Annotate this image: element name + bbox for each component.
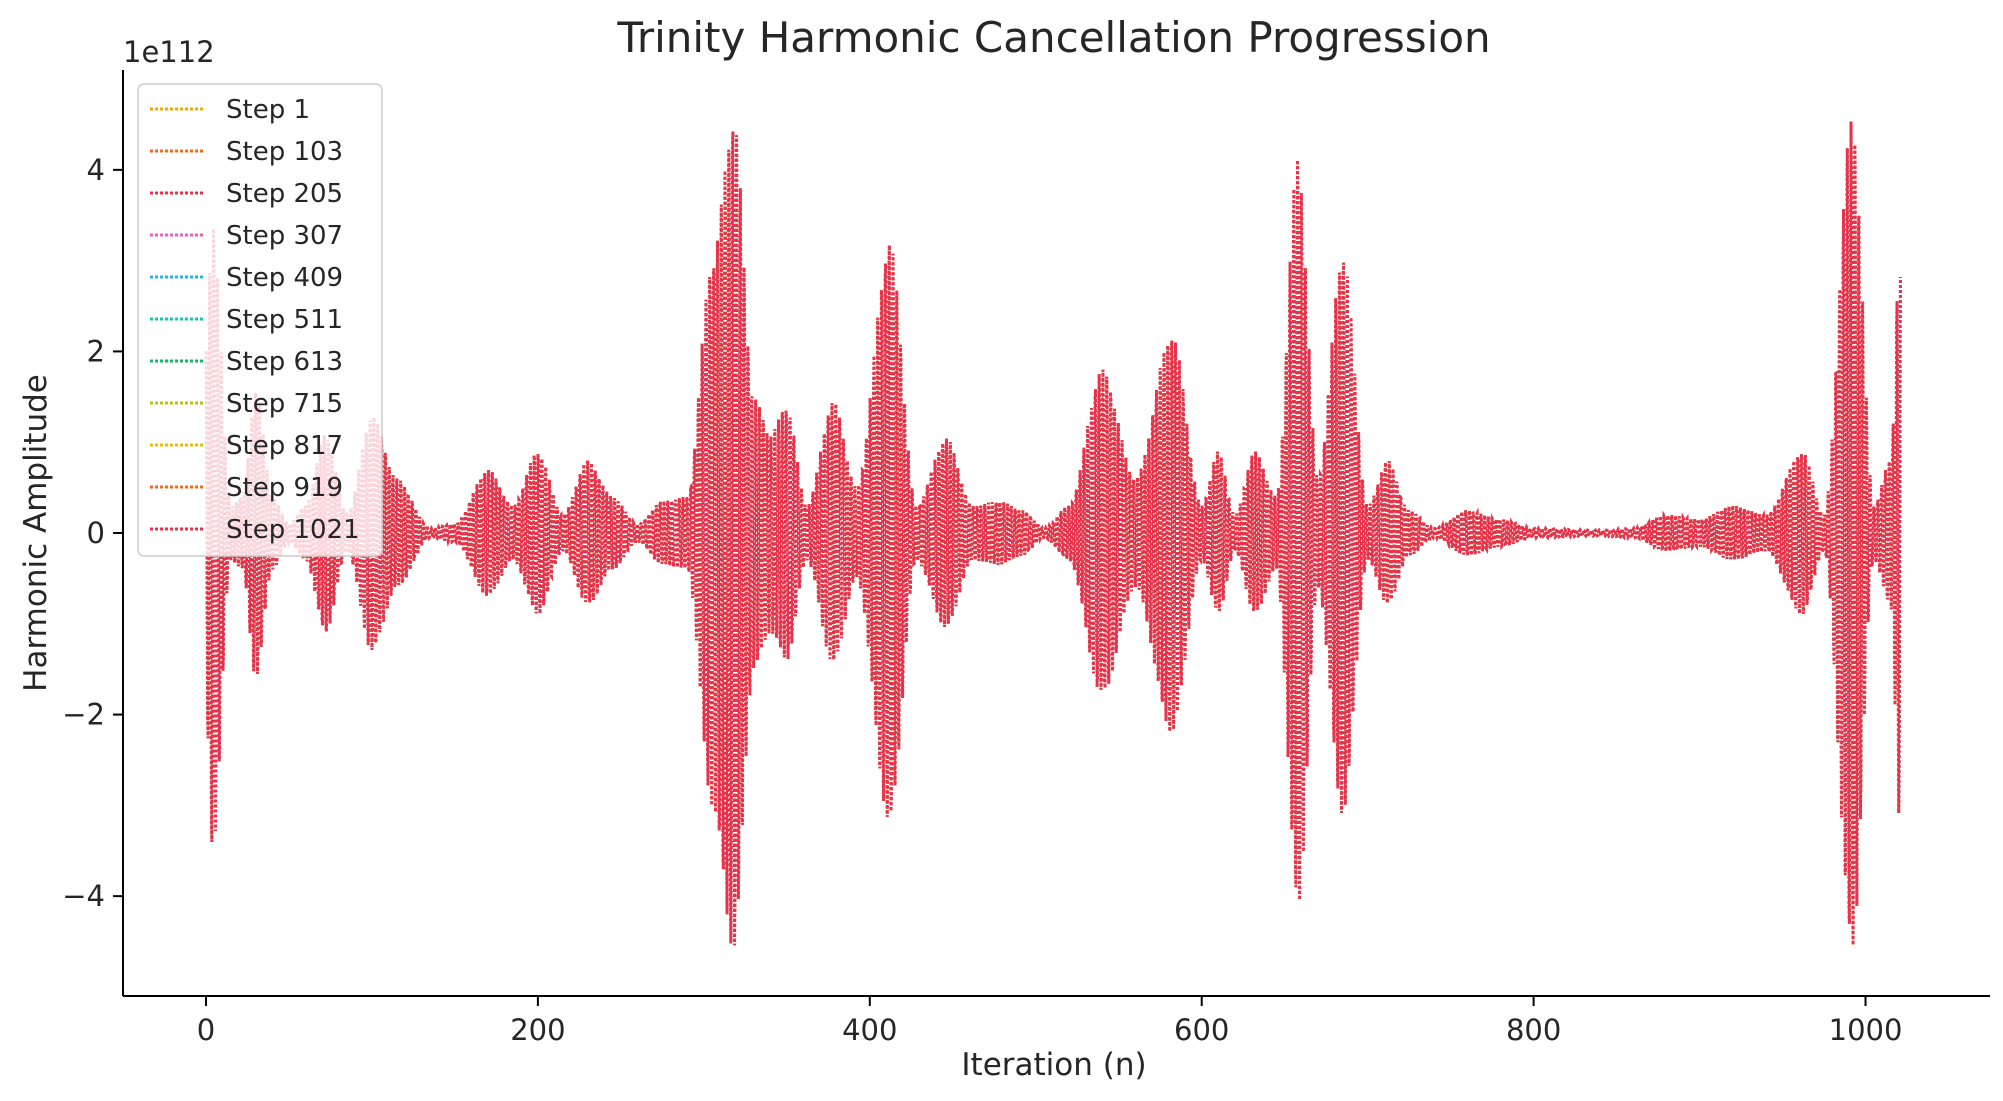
x-ticks: 0 200 400 600 800 1000 (197, 996, 1903, 1047)
legend-label: Step 1021 (226, 515, 360, 545)
y-tick-label: −2 (62, 698, 105, 732)
series-line-11 (204, 121, 1902, 946)
legend-label: Step 1 (226, 95, 310, 125)
legend-label: Step 103 (226, 137, 343, 167)
y-ticks: −4 −2 0 2 4 (62, 153, 123, 913)
x-tick-label: 0 (197, 1013, 215, 1047)
y-tick-label: 4 (87, 153, 105, 187)
x-tick-label: 800 (1506, 1013, 1561, 1047)
y-tick-label: −4 (62, 879, 105, 913)
y-tick-label: 2 (87, 334, 105, 368)
legend-label: Step 613 (226, 347, 343, 377)
legend-label: Step 511 (226, 305, 343, 335)
x-tick-label: 1000 (1829, 1013, 1903, 1047)
x-tick-label: 200 (510, 1013, 565, 1047)
chart-title: Trinity Harmonic Cancellation Progressio… (616, 13, 1490, 62)
legend: Step 1 Step 103 Step 205 Step 307 Step 409 St… (137, 83, 383, 557)
legend-label: Step 409 (226, 263, 343, 293)
legend-label: Step 715 (226, 389, 343, 419)
y-tick-label: 0 (87, 516, 105, 550)
legend-label: Step 307 (226, 221, 343, 251)
y-offset-label: 1e112 (123, 35, 215, 69)
legend-box (137, 83, 383, 557)
legend-label: Step 817 (226, 431, 343, 461)
series-lines (204, 121, 1902, 946)
legend-label: Step 205 (226, 179, 343, 209)
y-axis-label: Harmonic Amplitude (18, 374, 54, 692)
x-tick-label: 400 (842, 1013, 897, 1047)
legend-label: Step 919 (226, 473, 343, 503)
x-axis-label: Iteration (n) (961, 1047, 1146, 1083)
x-tick-label: 600 (1174, 1013, 1229, 1047)
